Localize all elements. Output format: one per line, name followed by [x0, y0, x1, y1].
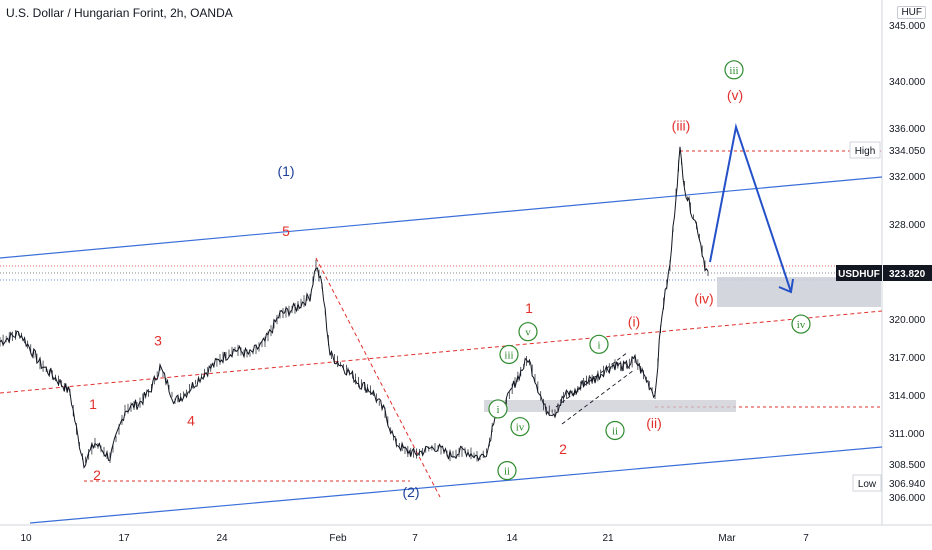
lower-channel-line [29, 446, 883, 524]
high-value-box [883, 142, 932, 158]
y-tick-label: 311.000 [889, 429, 925, 440]
high-value-label: 334.050 [889, 146, 926, 157]
wave-label: (2) [402, 484, 419, 500]
wave-label: (i) [628, 314, 640, 330]
x-tick-label: 21 [602, 533, 614, 544]
y-tick-label: 306.000 [889, 493, 926, 504]
x-tick-label: 7 [803, 533, 809, 544]
low-value-box [883, 475, 932, 491]
wave-label: (ii) [646, 415, 662, 431]
currency-label: HUF [897, 6, 926, 19]
wave-circle-label: iv [797, 319, 806, 331]
support-zone [484, 400, 736, 412]
y-tick-label: 328.000 [889, 220, 926, 231]
wave-circle-label: i [597, 339, 600, 351]
wave-circle-label: iv [516, 422, 525, 434]
wave-circle [497, 461, 517, 481]
wave-label: 3 [154, 333, 162, 349]
wave-label: (iii) [672, 117, 691, 133]
wave-label: 4 [187, 412, 195, 428]
wedge-lower-line [561, 369, 635, 425]
current-value-box [883, 265, 932, 281]
wave-circle-label: i [496, 404, 499, 416]
wave-circle [488, 399, 508, 419]
low-tag-box [852, 474, 882, 492]
y-tick-label: 314.000 [889, 391, 926, 402]
y-tick-label: 345.000 [889, 21, 926, 32]
upper-channel-line [0, 176, 883, 259]
y-tick-label: 308.500 [889, 460, 926, 471]
wave-label: (v) [727, 87, 743, 103]
drawings [0, 123, 883, 524]
wave-label: (1) [277, 163, 294, 179]
x-tick-label: 7 [412, 533, 418, 544]
wave-label: 5 [282, 223, 290, 239]
high-tag-box [849, 141, 881, 159]
wave-circle-label: iii [504, 349, 513, 361]
low-value-label: 306.940 [889, 479, 926, 490]
price-axis: 306.000 308.500 311.000 314.000 317.000 320.0… [836, 21, 932, 504]
y-tick-label: 320.000 [889, 315, 926, 326]
y-tick-label: 332.000 [889, 172, 926, 183]
chart-title: U.S. Dollar / Hungarian Forint, 2h, OAND… [6, 6, 233, 20]
wave-label: 1 [525, 300, 533, 316]
price-series [0, 146, 709, 469]
x-tick-label: 14 [506, 533, 518, 544]
x-tick-label: Feb [329, 533, 347, 544]
y-tick-label: 340.000 [889, 77, 926, 88]
low-tag-label: Low [858, 479, 877, 490]
symbol-tag-box [836, 265, 882, 281]
wave-circle [605, 420, 625, 441]
grid [0, 0, 932, 526]
wave-labels: (1)53412(2)12(i)(ii)(iii)(iv)(v)viiiiivi… [89, 60, 811, 500]
x-tick-label: 24 [216, 533, 228, 544]
wave-label: 2 [93, 467, 101, 483]
target-zone [717, 277, 881, 307]
wave-label: 2 [559, 441, 567, 457]
wave-circle-label: ii [504, 466, 510, 478]
symbol-tag-label: USDHUF [838, 269, 880, 280]
wave-circle-label: iii [729, 65, 738, 77]
projection-path [709, 123, 792, 293]
wave-circle [499, 344, 519, 365]
correction-dashed-line [315, 257, 441, 498]
price-line [0, 146, 709, 469]
x-tick-label: 17 [118, 533, 130, 544]
wave-circle [510, 417, 530, 437]
x-tick-label: 10 [20, 533, 32, 544]
y-tick-label: 336.000 [889, 124, 926, 135]
wave-circle [518, 322, 538, 342]
high-tag-label: High [855, 146, 876, 157]
mid-channel-dashed-line [0, 310, 883, 394]
wave-circle [589, 334, 609, 354]
y-tick-label: 317.000 [889, 353, 926, 364]
wave-label: 1 [89, 396, 97, 412]
projection-arrowhead [778, 278, 794, 294]
time-axis: 10 17 24 Feb 7 14 21 Mar 7 [20, 533, 809, 544]
current-value-label: 323.820 [889, 269, 926, 280]
wave-label: (iv) [694, 291, 713, 307]
x-tick-label: Mar [718, 533, 736, 544]
wave-circle-label: v [525, 327, 531, 339]
wave-circle [724, 60, 744, 80]
wave-circle-label: ii [612, 425, 618, 437]
wave-circle [791, 314, 811, 334]
